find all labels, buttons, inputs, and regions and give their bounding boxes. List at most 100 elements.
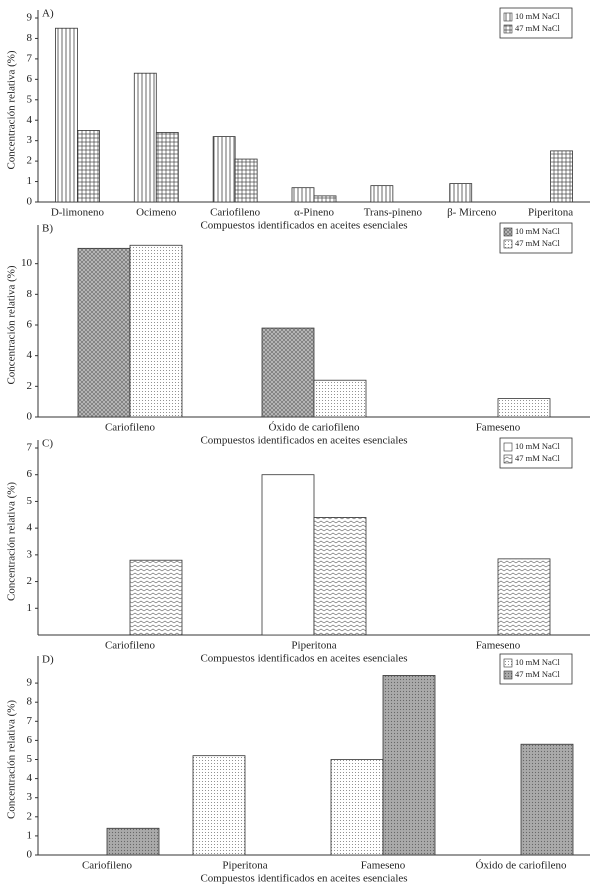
y-tick-label: 2 xyxy=(27,810,33,822)
bar xyxy=(133,72,157,203)
x-tick-label: Cariofileno xyxy=(105,640,156,652)
bar xyxy=(261,327,315,418)
x-tick-label: Cariofileno xyxy=(210,207,261,219)
y-tick-label: 7 xyxy=(27,442,33,454)
bar xyxy=(155,132,179,203)
y-axis-label: Concentración relativa (%) xyxy=(6,50,18,169)
bar xyxy=(192,755,246,856)
bar xyxy=(291,187,315,203)
x-tick-label: Piperitona xyxy=(528,207,573,219)
bar xyxy=(77,130,100,203)
y-tick-label: 0 xyxy=(27,849,33,861)
bar xyxy=(370,185,394,203)
y-tick-label: 6 xyxy=(27,734,33,746)
panel-label: D) xyxy=(42,654,54,666)
x-axis-label: Compuestos identificados en aceites esen… xyxy=(200,435,407,447)
panel-label: C) xyxy=(42,438,53,450)
y-tick-label: 6 xyxy=(27,468,33,480)
y-tick-label: 1 xyxy=(27,829,33,841)
y-tick-label: 10 xyxy=(21,257,33,269)
y-tick-label: 4 xyxy=(27,349,33,361)
y-tick-label: 6 xyxy=(27,319,33,331)
legend-swatch xyxy=(503,239,513,249)
bar xyxy=(313,195,337,203)
y-tick-label: 3 xyxy=(27,791,33,803)
bar xyxy=(520,743,574,856)
y-axis-label: Concentración relativa (%) xyxy=(6,265,18,384)
y-tick-label: 8 xyxy=(27,288,33,300)
x-tick-label: Fameseno xyxy=(476,422,521,434)
y-tick-label: 3 xyxy=(27,134,33,146)
y-tick-label: 5 xyxy=(27,495,33,507)
legend-label: 47 mM NaCl xyxy=(515,23,561,33)
y-tick-label: 4 xyxy=(27,522,33,534)
x-tick-label: Piperitona xyxy=(222,860,267,872)
y-tick-label: 4 xyxy=(27,772,33,784)
y-tick-label: 5 xyxy=(27,93,33,105)
y-tick-label: 8 xyxy=(27,32,33,44)
legend-swatch xyxy=(503,454,513,464)
bar xyxy=(449,183,473,203)
y-tick-label: 2 xyxy=(27,155,33,167)
y-tick-label: 5 xyxy=(27,753,33,765)
bar xyxy=(382,675,436,856)
x-tick-label: D-limoneno xyxy=(51,207,105,219)
y-axis-label: Concentración relativa (%) xyxy=(6,700,18,819)
y-tick-label: 2 xyxy=(27,575,33,587)
bar xyxy=(330,759,384,856)
bar xyxy=(106,827,160,856)
legend-swatch xyxy=(503,24,513,34)
x-axis-label: Compuestos identificados en aceites esen… xyxy=(200,873,407,885)
bar xyxy=(550,150,573,203)
bar xyxy=(497,558,551,636)
y-tick-label: 3 xyxy=(27,548,33,560)
panel-label: B) xyxy=(42,223,53,235)
legend-label: 10 mM NaCl xyxy=(515,226,561,236)
y-tick-label: 1 xyxy=(27,602,33,614)
bar xyxy=(129,559,183,636)
legend-label: 47 mM NaCl xyxy=(515,238,561,248)
bar xyxy=(234,158,258,203)
y-tick-label: 8 xyxy=(27,696,33,708)
y-tick-label: 0 xyxy=(27,411,33,423)
y-tick-label: 9 xyxy=(27,677,33,689)
y-tick-label: 0 xyxy=(27,196,33,208)
legend-label: 10 mM NaCl xyxy=(515,11,561,21)
legend-swatch xyxy=(503,670,513,680)
x-tick-label: Óxido de cariofileno xyxy=(268,422,360,434)
legend-label: 10 mM NaCl xyxy=(515,441,561,451)
x-axis-label: Compuestos identificados en aceites esen… xyxy=(200,220,407,232)
y-tick-label: 4 xyxy=(27,114,33,126)
bar xyxy=(129,244,183,418)
y-tick-label: 2 xyxy=(27,380,33,392)
x-tick-label: Cariofileno xyxy=(82,860,133,872)
bar xyxy=(497,398,551,418)
x-tick-label: Fameseno xyxy=(361,860,406,872)
bar xyxy=(212,136,236,203)
legend-swatch xyxy=(503,658,513,668)
y-axis-label: Concentración relativa (%) xyxy=(6,482,18,601)
x-tick-label: β- Mirceno xyxy=(447,207,497,219)
x-tick-label: Óxido de cariofileno xyxy=(475,860,567,872)
bar xyxy=(313,379,367,418)
legend-label: 10 mM NaCl xyxy=(515,657,561,667)
y-tick-label: 9 xyxy=(27,12,33,24)
x-tick-label: Piperitona xyxy=(291,640,336,652)
bar xyxy=(261,474,315,636)
legend-swatch xyxy=(503,12,513,22)
x-axis-label: Compuestos identificados en aceites esen… xyxy=(200,653,407,665)
x-tick-label: α-Pineno xyxy=(294,207,334,219)
y-tick-label: 7 xyxy=(27,715,33,727)
legend-label: 47 mM NaCl xyxy=(515,453,561,463)
x-tick-label: Fameseno xyxy=(476,640,521,652)
x-tick-label: Trans-pineno xyxy=(364,207,423,219)
y-tick-label: 7 xyxy=(27,52,33,64)
y-tick-label: 6 xyxy=(27,73,33,85)
x-tick-label: Cariofileno xyxy=(105,422,156,434)
bar xyxy=(55,27,78,203)
bar xyxy=(77,247,131,418)
bar xyxy=(313,517,367,636)
legend-swatch xyxy=(503,227,513,237)
panel-label: A) xyxy=(42,8,54,20)
